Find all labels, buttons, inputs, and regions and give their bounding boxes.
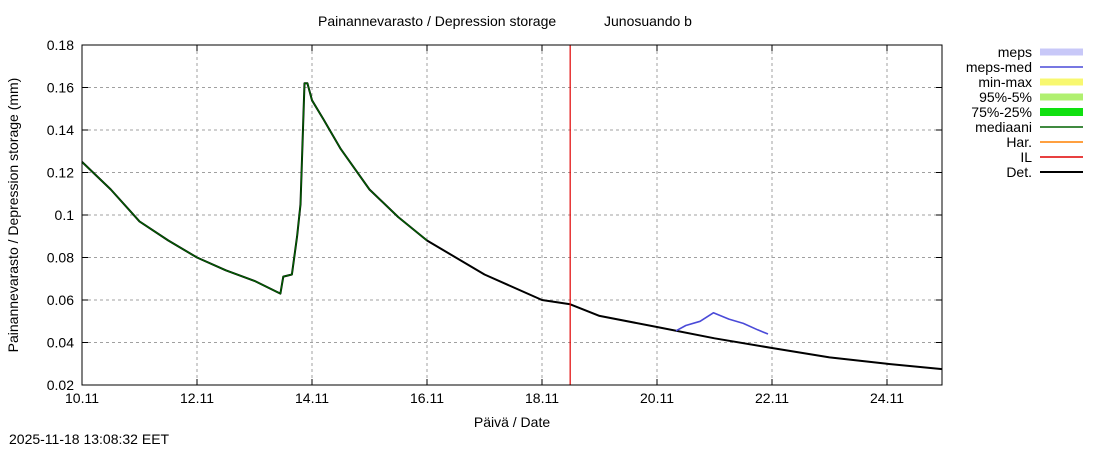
y-tick-label: 0.16 <box>47 80 74 96</box>
y-tick-label: 0.06 <box>47 292 74 308</box>
data-series <box>81 82 943 371</box>
x-tick-label: 12.11 <box>180 390 214 406</box>
series-meps-med <box>675 311 769 335</box>
legend-label: min-max <box>978 74 1032 90</box>
y-tick-label: 0.12 <box>47 165 74 181</box>
legend-label: Det. <box>1006 164 1032 180</box>
legend: mepsmeps-medmin-max95%-5%75%-25%mediaani… <box>966 44 1083 180</box>
x-tick-label: 24.11 <box>870 390 904 406</box>
y-tick-label: 0.18 <box>47 37 74 53</box>
legend-label: IL <box>1020 149 1032 165</box>
y-tick-label: 0.08 <box>47 250 74 266</box>
generated-timestamp: 2025-11-18 13:08:32 EET <box>9 431 170 447</box>
series-mediaani <box>81 82 428 295</box>
legend-swatch <box>1040 78 1083 86</box>
legend-label: mediaani <box>975 119 1032 135</box>
legend-label: 95%-5% <box>979 89 1032 105</box>
y-tick-label: 0.02 <box>47 377 74 393</box>
y-tick-label: 0.04 <box>47 335 74 351</box>
legend-label: 75%-25% <box>971 104 1032 120</box>
series-det <box>81 82 943 371</box>
x-tick-label: 18.11 <box>525 390 559 406</box>
legend-swatch <box>1040 108 1083 116</box>
y-axis-tick-labels: 0.02 0.04 0.06 0.08 0.1 0.12 0.14 0.16 0.18 <box>47 37 74 393</box>
axis-ticks <box>81 44 942 386</box>
x-tick-label: 20.11 <box>640 390 674 406</box>
chart-station-name: Junosuando b <box>604 13 692 29</box>
x-tick-label: 16.11 <box>410 390 444 406</box>
legend-label: Har. <box>1006 134 1032 150</box>
legend-swatch <box>1040 48 1083 56</box>
y-tick-label: 0.14 <box>47 122 74 138</box>
legend-swatch <box>1040 93 1083 101</box>
grid-lines <box>82 45 942 385</box>
x-axis-tick-labels: 10.11 12.11 14.11 16.11 18.11 20.11 22.11 24.11 <box>65 390 904 406</box>
x-tick-label: 14.11 <box>295 390 329 406</box>
chart-title: Painannevarasto / Depression storage <box>318 13 556 29</box>
x-tick-label: 10.11 <box>65 390 99 406</box>
y-axis-label: Painannevarasto / Depression storage (mm… <box>5 78 21 353</box>
legend-label: meps-med <box>966 59 1032 75</box>
legend-label: meps <box>998 44 1032 60</box>
x-axis-label: Päivä / Date <box>474 414 550 430</box>
y-tick-label: 0.1 <box>55 207 75 223</box>
x-tick-label: 22.11 <box>755 390 789 406</box>
